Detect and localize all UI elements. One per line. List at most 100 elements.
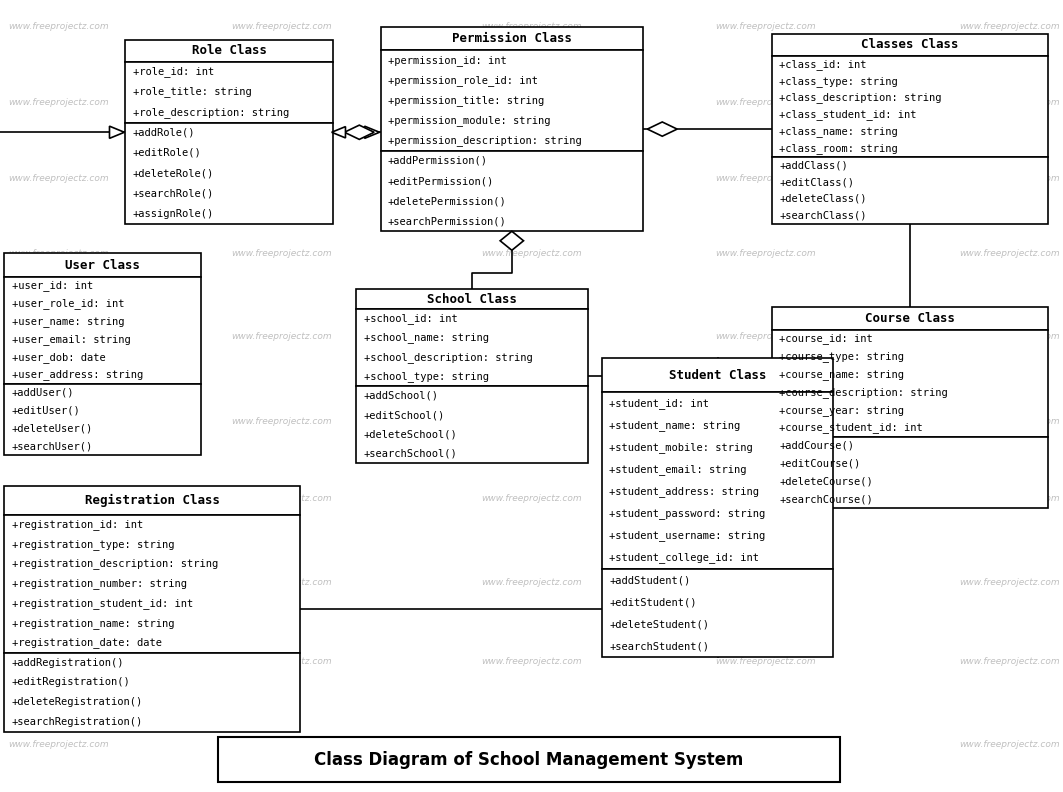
Text: +class_id: int: +class_id: int — [779, 59, 866, 70]
Text: +school_description: string: +school_description: string — [364, 352, 533, 363]
Text: +class_name: string: +class_name: string — [779, 126, 898, 137]
Text: www.freeprojectz.com: www.freeprojectz.com — [960, 21, 1060, 31]
Text: +user_role_id: int: +user_role_id: int — [12, 298, 124, 309]
Text: +deleteUser(): +deleteUser() — [12, 424, 92, 433]
Text: www.freeprojectz.com: www.freeprojectz.com — [482, 249, 581, 258]
Text: +addPermission(): +addPermission() — [388, 156, 488, 166]
Text: www.freeprojectz.com: www.freeprojectz.com — [960, 98, 1060, 108]
Text: +editPermission(): +editPermission() — [388, 176, 494, 186]
Text: +deleteRegistration(): +deleteRegistration() — [12, 697, 142, 707]
Text: www.freeprojectz.com: www.freeprojectz.com — [232, 249, 332, 258]
Bar — [4, 384, 201, 455]
Text: +registration_id: int: +registration_id: int — [12, 519, 142, 530]
Text: +deleteStudent(): +deleteStudent() — [609, 619, 709, 629]
Bar — [602, 358, 833, 392]
Text: +course_id: int: +course_id: int — [779, 333, 873, 344]
Bar — [772, 437, 1048, 508]
Text: +registration_name: string: +registration_name: string — [12, 618, 174, 629]
Text: www.freeprojectz.com: www.freeprojectz.com — [715, 740, 815, 749]
Text: www.freeprojectz.com: www.freeprojectz.com — [232, 577, 332, 587]
Bar — [4, 653, 300, 732]
Text: www.freeprojectz.com: www.freeprojectz.com — [482, 657, 581, 666]
Text: www.freeprojectz.com: www.freeprojectz.com — [482, 98, 581, 108]
Text: www.freeprojectz.com: www.freeprojectz.com — [482, 332, 581, 341]
Text: Role Class: Role Class — [191, 44, 267, 58]
Text: +searchClass(): +searchClass() — [779, 211, 866, 221]
Text: www.freeprojectz.com: www.freeprojectz.com — [482, 173, 581, 183]
Text: www.freeprojectz.com: www.freeprojectz.com — [9, 173, 108, 183]
Bar — [381, 151, 643, 231]
Bar — [125, 123, 333, 224]
Text: www.freeprojectz.com: www.freeprojectz.com — [9, 21, 108, 31]
Bar — [772, 56, 1048, 157]
Text: www.freeprojectz.com: www.freeprojectz.com — [715, 657, 815, 666]
Text: +searchUser(): +searchUser() — [12, 441, 92, 451]
Text: www.freeprojectz.com: www.freeprojectz.com — [715, 494, 815, 504]
Text: +class_description: string: +class_description: string — [779, 93, 942, 104]
Text: +student_mobile: string: +student_mobile: string — [609, 442, 753, 453]
Text: User Class: User Class — [65, 258, 140, 272]
Text: www.freeprojectz.com: www.freeprojectz.com — [9, 740, 108, 749]
Text: +searchPermission(): +searchPermission() — [388, 216, 507, 227]
Text: +course_type: string: +course_type: string — [779, 351, 905, 362]
Text: +assignRole(): +assignRole() — [133, 209, 214, 219]
Bar — [356, 289, 588, 309]
Text: www.freeprojectz.com: www.freeprojectz.com — [9, 494, 108, 504]
Text: www.freeprojectz.com: www.freeprojectz.com — [9, 98, 108, 108]
Text: +searchStudent(): +searchStudent() — [609, 642, 709, 651]
Text: www.freeprojectz.com: www.freeprojectz.com — [232, 98, 332, 108]
Text: +searchSchool(): +searchSchool() — [364, 449, 457, 459]
Text: www.freeprojectz.com: www.freeprojectz.com — [232, 417, 332, 426]
Text: +student_id: int: +student_id: int — [609, 398, 709, 409]
Polygon shape — [332, 127, 345, 138]
Bar — [4, 276, 201, 384]
Text: +course_student_id: int: +course_student_id: int — [779, 423, 923, 433]
Text: +searchRegistration(): +searchRegistration() — [12, 717, 142, 727]
Text: +school_id: int: +school_id: int — [364, 314, 457, 324]
Text: +addUser(): +addUser() — [12, 388, 74, 398]
Polygon shape — [344, 125, 374, 139]
Bar — [125, 62, 333, 123]
Text: Classes Class: Classes Class — [861, 39, 959, 51]
Text: www.freeprojectz.com: www.freeprojectz.com — [232, 21, 332, 31]
Text: +editRole(): +editRole() — [133, 148, 202, 158]
Text: +user_name: string: +user_name: string — [12, 316, 124, 327]
Text: +registration_type: string: +registration_type: string — [12, 539, 174, 550]
Bar — [4, 486, 300, 515]
Text: +searchRole(): +searchRole() — [133, 188, 214, 199]
Bar — [356, 386, 588, 463]
Text: +deleteSchool(): +deleteSchool() — [364, 429, 457, 440]
Text: +permission_id: int: +permission_id: int — [388, 55, 507, 66]
Text: +editUser(): +editUser() — [12, 406, 81, 416]
Bar — [125, 40, 333, 62]
Text: www.freeprojectz.com: www.freeprojectz.com — [232, 740, 332, 749]
Bar — [381, 51, 643, 151]
Text: +user_address: string: +user_address: string — [12, 370, 142, 380]
Text: www.freeprojectz.com: www.freeprojectz.com — [9, 249, 108, 258]
Text: www.freeprojectz.com: www.freeprojectz.com — [960, 332, 1060, 341]
Text: www.freeprojectz.com: www.freeprojectz.com — [960, 657, 1060, 666]
Text: www.freeprojectz.com: www.freeprojectz.com — [715, 332, 815, 341]
Text: +editStudent(): +editStudent() — [609, 597, 696, 607]
Text: +role_id: int: +role_id: int — [133, 67, 214, 77]
Text: +course_year: string: +course_year: string — [779, 405, 905, 416]
Text: +student_name: string: +student_name: string — [609, 420, 740, 431]
Bar — [218, 737, 840, 782]
Text: +permission_description: string: +permission_description: string — [388, 135, 581, 147]
Text: www.freeprojectz.com: www.freeprojectz.com — [9, 657, 108, 666]
Bar — [772, 329, 1048, 437]
Text: +deleteRole(): +deleteRole() — [133, 169, 214, 178]
Text: www.freeprojectz.com: www.freeprojectz.com — [715, 173, 815, 183]
Text: Class Diagram of School Management System: Class Diagram of School Management Syste… — [315, 751, 743, 768]
Text: +registration_description: string: +registration_description: string — [12, 558, 218, 569]
Text: +addStudent(): +addStudent() — [609, 575, 690, 585]
Text: +student_college_id: int: +student_college_id: int — [609, 553, 759, 563]
Text: www.freeprojectz.com: www.freeprojectz.com — [9, 332, 108, 341]
Text: www.freeprojectz.com: www.freeprojectz.com — [960, 249, 1060, 258]
Polygon shape — [109, 126, 124, 139]
Text: +user_email: string: +user_email: string — [12, 333, 131, 345]
Text: +class_room: string: +class_room: string — [779, 143, 898, 154]
Text: +permission_title: string: +permission_title: string — [388, 95, 544, 106]
Text: www.freeprojectz.com: www.freeprojectz.com — [715, 98, 815, 108]
Text: +searchCourse(): +searchCourse() — [779, 494, 873, 505]
